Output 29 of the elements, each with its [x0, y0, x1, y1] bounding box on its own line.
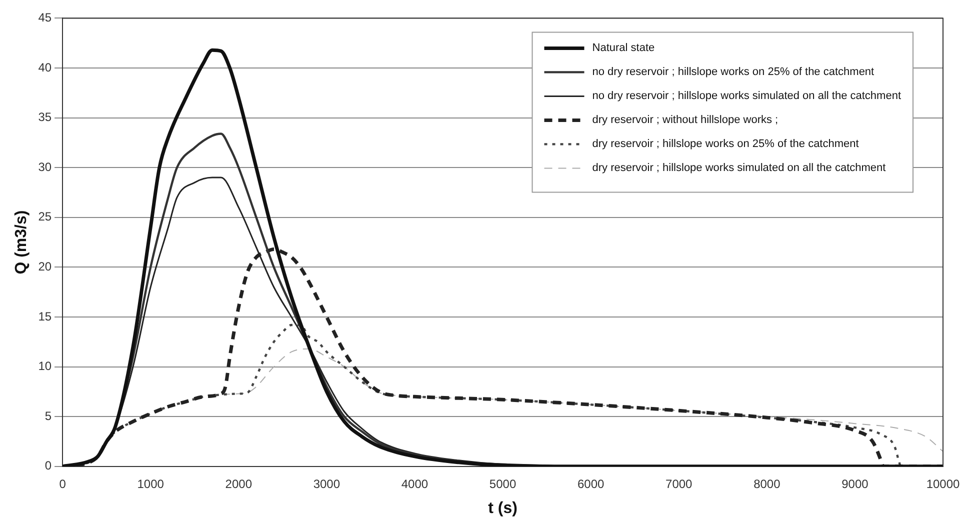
legend-label: no dry reservoir ; hillslope works on 25% of the catchment: [592, 66, 874, 78]
y-tick-label: 25: [38, 210, 52, 224]
y-tick-label: 20: [38, 260, 52, 274]
x-tick-label: 10000: [926, 476, 960, 491]
y-tick-label: 10: [38, 359, 52, 374]
x-tick-label: 7000: [666, 476, 693, 491]
y-tick-label: 30: [38, 160, 52, 174]
x-tick-label: 1000: [137, 476, 164, 491]
y-tick-label: 0: [44, 458, 52, 473]
y-tick-label: 35: [38, 110, 52, 124]
legend-label: dry reservoir ; without hillslope works ;: [592, 114, 778, 126]
x-tick-label: 0: [59, 476, 66, 491]
x-tick-label: 4000: [401, 476, 428, 491]
legend-label: dry reservoir ; hillslope works on 25% of the catchment: [592, 138, 859, 150]
legend-label: no dry reservoir ; hillslope works simulated on all the catchment: [592, 90, 902, 102]
y-tick-label: 15: [38, 309, 52, 324]
x-tick-label: 2000: [225, 476, 252, 491]
legend-label: Natural state: [592, 42, 655, 54]
x-tick-label: 9000: [842, 476, 869, 491]
x-tick-label: 8000: [754, 476, 781, 491]
y-tick-label: 5: [44, 408, 52, 423]
y-tick-label: 45: [38, 10, 52, 25]
legend-label: dry reservoir ; hillslope works simulated on all the catchment: [592, 162, 886, 174]
x-tick-label: 3000: [313, 476, 340, 491]
y-tick-label: 40: [38, 60, 52, 74]
y-axis-title: Q (m3/s): [13, 210, 30, 274]
x-axis-title: t (s): [488, 500, 518, 517]
x-tick-label: 5000: [489, 476, 516, 491]
x-tick-label: 6000: [577, 476, 604, 491]
